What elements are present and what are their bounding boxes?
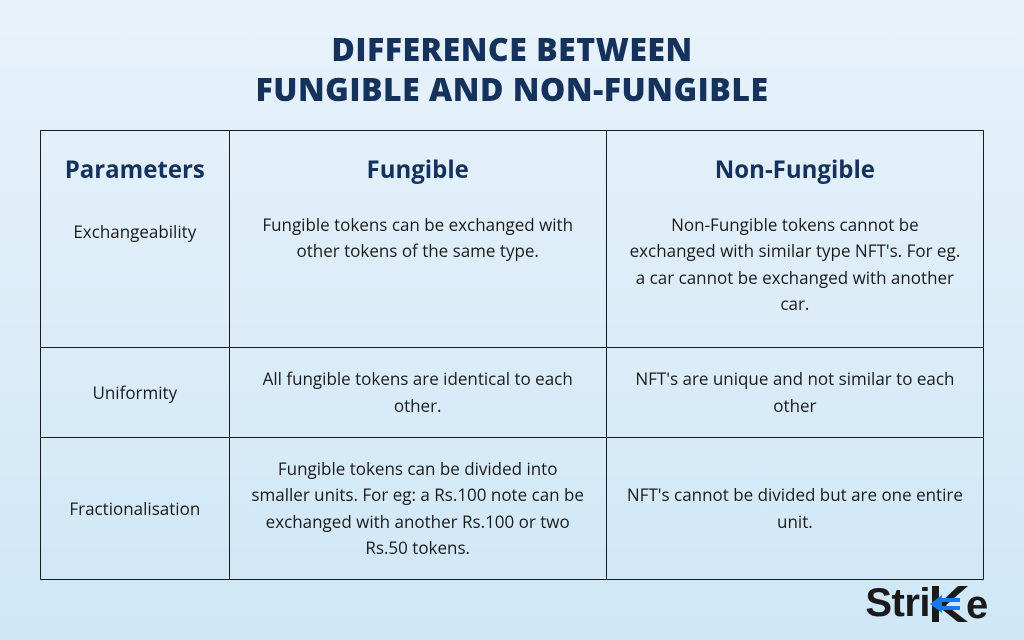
- comparison-table: Parameters Fungible Non-Fungible Exchang…: [40, 130, 984, 580]
- fungible-cell: Fungible tokens can be divided into smal…: [229, 438, 606, 580]
- header-nonfungible: Non-Fungible: [606, 131, 983, 209]
- param-cell: Uniformity: [41, 348, 230, 438]
- title-line-2: Fungible and Non-Fungible: [255, 68, 768, 111]
- strike-k-icon: e: [928, 584, 988, 624]
- title-line-1: Difference Between: [331, 28, 692, 71]
- brand-logo: Stri e: [865, 581, 988, 626]
- svg-text:e: e: [966, 584, 988, 624]
- header-fungible: Fungible: [229, 131, 606, 209]
- nonfungible-cell: NFT's are unique and not similar to each…: [606, 348, 983, 438]
- fungible-cell: All fungible tokens are identical to eac…: [229, 348, 606, 438]
- table-header-row: Parameters Fungible Non-Fungible: [41, 131, 984, 209]
- param-cell: Exchangeability: [41, 208, 230, 348]
- page-title: Difference Between Fungible and Non-Fung…: [40, 30, 984, 110]
- table-row: Uniformity All fungible tokens are ident…: [41, 348, 984, 438]
- nonfungible-cell: NFT's cannot be divided but are one enti…: [606, 438, 983, 580]
- fungible-cell: Fungible tokens can be exchanged with ot…: [229, 208, 606, 348]
- logo-text: Stri: [865, 581, 930, 626]
- param-cell: Fractionalisation: [41, 438, 230, 580]
- table-row: Exchangeability Fungible tokens can be e…: [41, 208, 984, 348]
- header-parameters: Parameters: [41, 131, 230, 209]
- table-row: Fractionalisation Fungible tokens can be…: [41, 438, 984, 580]
- nonfungible-cell: Non-Fungible tokens cannot be exchanged …: [606, 208, 983, 348]
